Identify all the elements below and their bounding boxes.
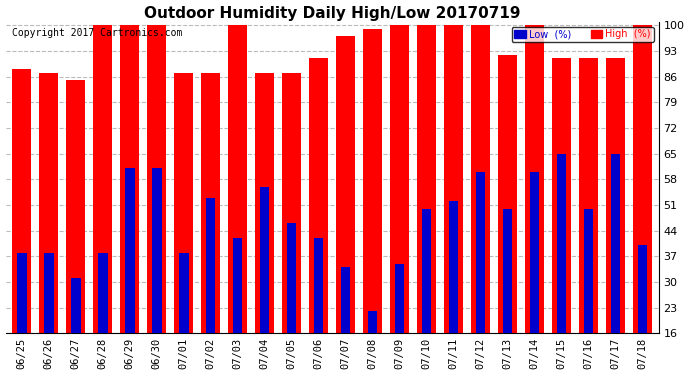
Bar: [12, 69, 32, 375]
Bar: [287, 224, 297, 375]
Bar: [395, 264, 404, 375]
Bar: [524, 26, 544, 375]
Bar: [471, 26, 490, 375]
Bar: [417, 26, 436, 375]
Bar: [259, 187, 270, 375]
Bar: [282, 73, 302, 375]
Bar: [309, 58, 328, 375]
Bar: [448, 201, 458, 375]
Bar: [530, 172, 540, 375]
Bar: [201, 73, 220, 375]
Bar: [557, 154, 566, 375]
Text: Copyright 2017 Cartronics.com: Copyright 2017 Cartronics.com: [12, 28, 182, 38]
Bar: [147, 26, 166, 375]
Bar: [17, 253, 27, 375]
Bar: [71, 278, 81, 375]
Bar: [633, 26, 652, 375]
Bar: [228, 26, 247, 375]
Bar: [206, 198, 215, 375]
Bar: [363, 29, 382, 375]
Bar: [502, 209, 513, 375]
Bar: [552, 58, 571, 375]
Legend: Low  (%), High  (%): Low (%), High (%): [511, 27, 653, 42]
Title: Outdoor Humidity Daily High/Low 20170719: Outdoor Humidity Daily High/Low 20170719: [144, 6, 520, 21]
Bar: [606, 58, 625, 375]
Bar: [125, 168, 135, 375]
Bar: [152, 168, 161, 375]
Bar: [44, 253, 54, 375]
Bar: [98, 253, 108, 375]
Bar: [255, 73, 275, 375]
Bar: [579, 58, 598, 375]
Bar: [93, 26, 112, 375]
Bar: [638, 245, 647, 375]
Bar: [444, 26, 463, 375]
Bar: [314, 238, 324, 375]
Bar: [584, 209, 593, 375]
Bar: [341, 267, 351, 375]
Bar: [179, 253, 188, 375]
Bar: [174, 73, 193, 375]
Bar: [233, 238, 242, 375]
Bar: [422, 209, 431, 375]
Bar: [39, 73, 59, 375]
Bar: [497, 55, 518, 375]
Bar: [368, 311, 377, 375]
Bar: [390, 26, 409, 375]
Bar: [336, 36, 355, 375]
Bar: [66, 80, 86, 375]
Bar: [611, 154, 620, 375]
Bar: [475, 172, 485, 375]
Bar: [120, 26, 139, 375]
